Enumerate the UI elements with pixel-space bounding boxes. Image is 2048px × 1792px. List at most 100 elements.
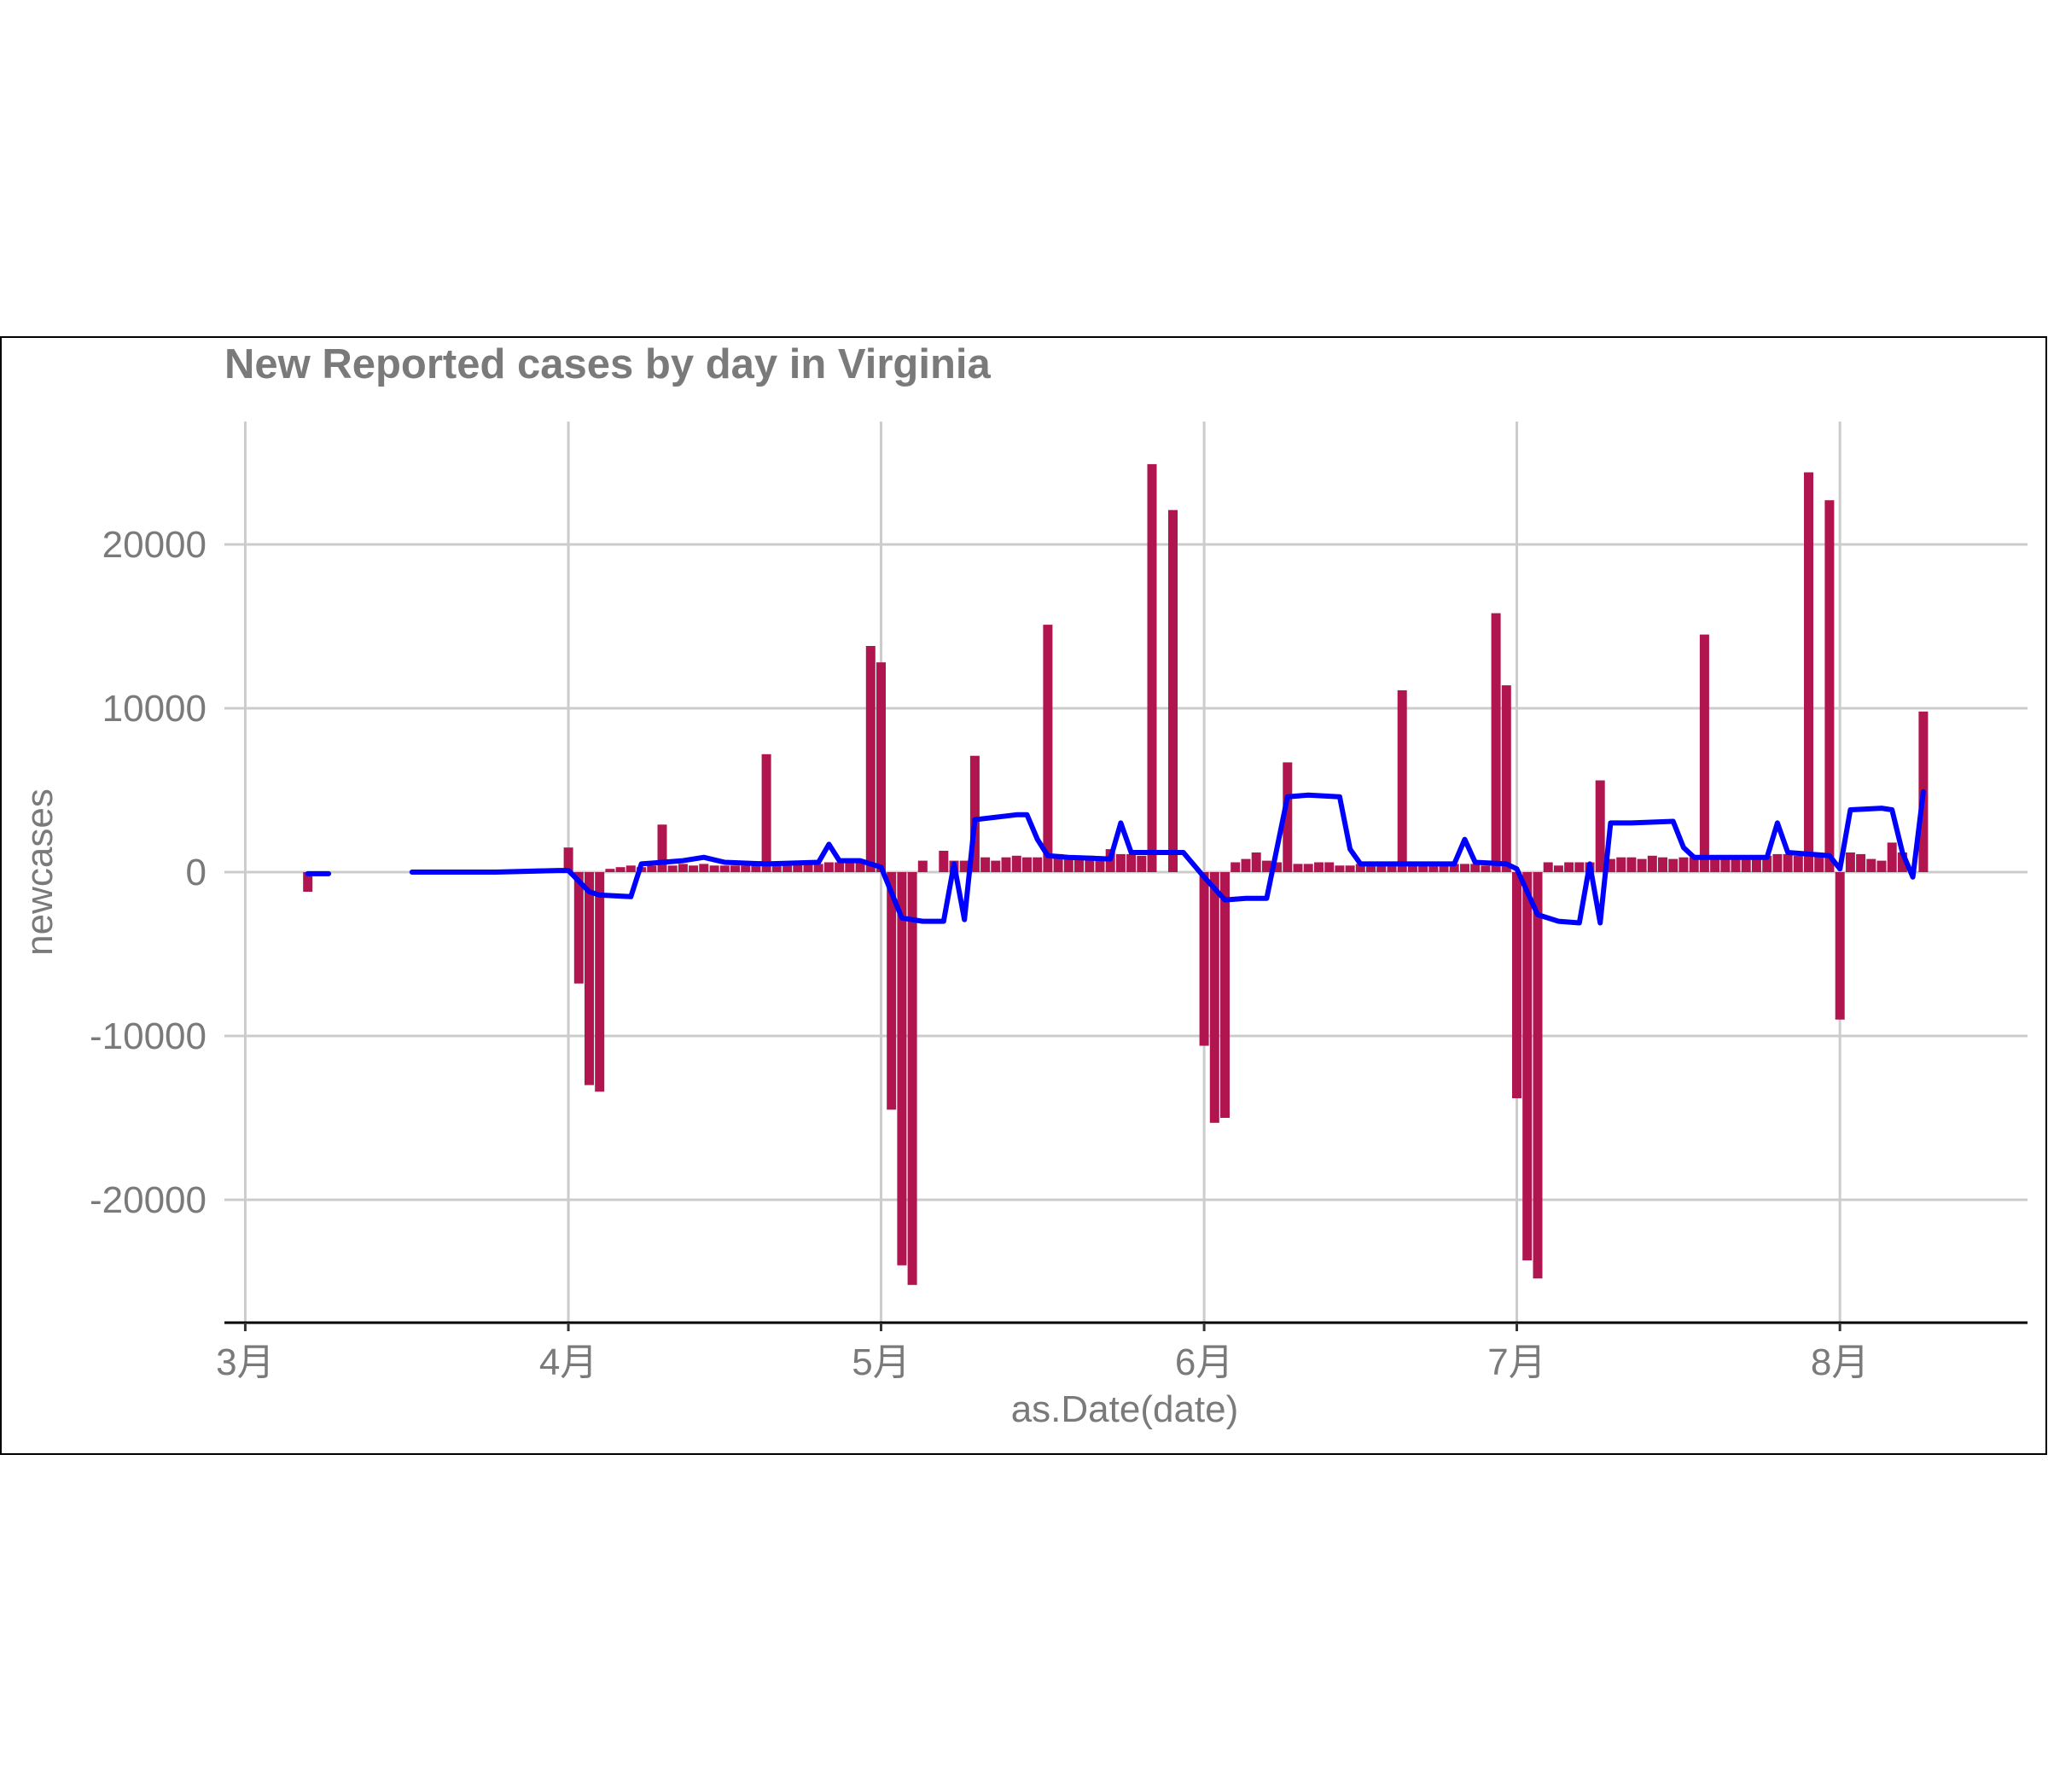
bar bbox=[1115, 853, 1126, 872]
bar bbox=[1783, 853, 1793, 872]
bar bbox=[1085, 855, 1095, 872]
y-tick-label: -10000 bbox=[90, 1015, 207, 1057]
bar bbox=[689, 865, 699, 872]
bar bbox=[1053, 853, 1063, 872]
y-tick-label: 10000 bbox=[102, 688, 207, 730]
bar bbox=[980, 857, 991, 872]
bar bbox=[1481, 865, 1491, 872]
bar bbox=[823, 862, 834, 872]
bar bbox=[1449, 864, 1459, 872]
bar bbox=[991, 860, 1001, 872]
bar bbox=[1272, 862, 1283, 872]
bar bbox=[730, 865, 740, 872]
bar bbox=[1376, 864, 1387, 872]
bar bbox=[1543, 862, 1553, 872]
bar bbox=[1824, 500, 1835, 872]
bar bbox=[1595, 780, 1605, 872]
bar bbox=[751, 865, 761, 872]
bar bbox=[783, 865, 793, 872]
bar bbox=[897, 872, 907, 1265]
bar bbox=[1147, 463, 1157, 872]
bar bbox=[709, 865, 719, 872]
bar bbox=[1241, 858, 1251, 872]
bar bbox=[845, 862, 855, 872]
bar bbox=[969, 755, 980, 872]
bar bbox=[1814, 855, 1824, 872]
x-tick-label: 4月 bbox=[539, 1341, 597, 1383]
bar bbox=[959, 860, 969, 872]
bar bbox=[1126, 853, 1137, 872]
bar bbox=[1699, 634, 1709, 872]
y-tick-label: 20000 bbox=[102, 524, 207, 566]
bar bbox=[1887, 842, 1897, 872]
bar bbox=[1616, 857, 1626, 872]
bar bbox=[876, 662, 886, 872]
bar bbox=[1335, 865, 1345, 872]
bar bbox=[303, 872, 313, 892]
y-tick-label: 0 bbox=[186, 852, 207, 893]
bar bbox=[1428, 864, 1439, 872]
bar bbox=[835, 862, 845, 872]
bar bbox=[1033, 857, 1043, 872]
bar bbox=[1564, 862, 1574, 872]
bar bbox=[1314, 862, 1324, 872]
bar bbox=[1710, 857, 1720, 872]
bar bbox=[1897, 852, 1907, 872]
bar bbox=[855, 862, 865, 872]
bar bbox=[1293, 864, 1303, 872]
bar bbox=[585, 872, 594, 1085]
bar bbox=[939, 851, 949, 872]
bar bbox=[1522, 872, 1533, 1260]
bar bbox=[605, 869, 615, 872]
bar bbox=[741, 865, 751, 872]
bar bbox=[1460, 864, 1469, 872]
bar bbox=[1470, 864, 1481, 872]
bar bbox=[1731, 857, 1741, 872]
chart-border bbox=[0, 336, 2047, 1455]
bar bbox=[1574, 862, 1585, 872]
bar bbox=[1199, 872, 1209, 1046]
bar bbox=[1251, 852, 1261, 872]
bar bbox=[1637, 858, 1647, 872]
bar bbox=[678, 864, 688, 872]
bar bbox=[1751, 855, 1761, 872]
bar bbox=[887, 872, 897, 1110]
bar bbox=[1324, 862, 1335, 872]
bar bbox=[1804, 472, 1813, 872]
bar bbox=[1845, 852, 1855, 872]
bar bbox=[595, 872, 605, 1092]
bar bbox=[1303, 864, 1313, 872]
bar bbox=[647, 865, 657, 872]
bar bbox=[1355, 864, 1365, 872]
bar bbox=[771, 865, 782, 872]
x-tick-label: 3月 bbox=[216, 1341, 274, 1383]
x-axis-label: as.Date(date) bbox=[1011, 1388, 1239, 1430]
bar bbox=[1095, 857, 1105, 872]
bar bbox=[1772, 853, 1783, 872]
bar bbox=[907, 872, 917, 1285]
bar bbox=[1741, 857, 1751, 872]
line-layer bbox=[305, 788, 1926, 926]
x-tick-label: 7月 bbox=[1487, 1341, 1545, 1383]
bar bbox=[1553, 865, 1563, 872]
bar bbox=[1231, 862, 1241, 872]
bar bbox=[1043, 625, 1053, 872]
bar bbox=[1397, 689, 1407, 872]
bar bbox=[1407, 864, 1417, 872]
bar bbox=[1647, 855, 1657, 872]
bar bbox=[1605, 858, 1615, 872]
bar bbox=[865, 646, 876, 872]
bar bbox=[573, 872, 584, 984]
bar bbox=[1658, 857, 1667, 872]
bar bbox=[1679, 857, 1689, 872]
bar bbox=[793, 864, 803, 872]
x-tick-label: 6月 bbox=[1175, 1341, 1233, 1383]
bar bbox=[1011, 855, 1021, 872]
bar bbox=[1387, 865, 1397, 872]
bar bbox=[719, 865, 730, 872]
bar bbox=[1626, 857, 1637, 872]
bar bbox=[657, 824, 667, 872]
bar bbox=[1491, 613, 1501, 872]
bar bbox=[1668, 858, 1679, 872]
bar bbox=[803, 864, 813, 872]
